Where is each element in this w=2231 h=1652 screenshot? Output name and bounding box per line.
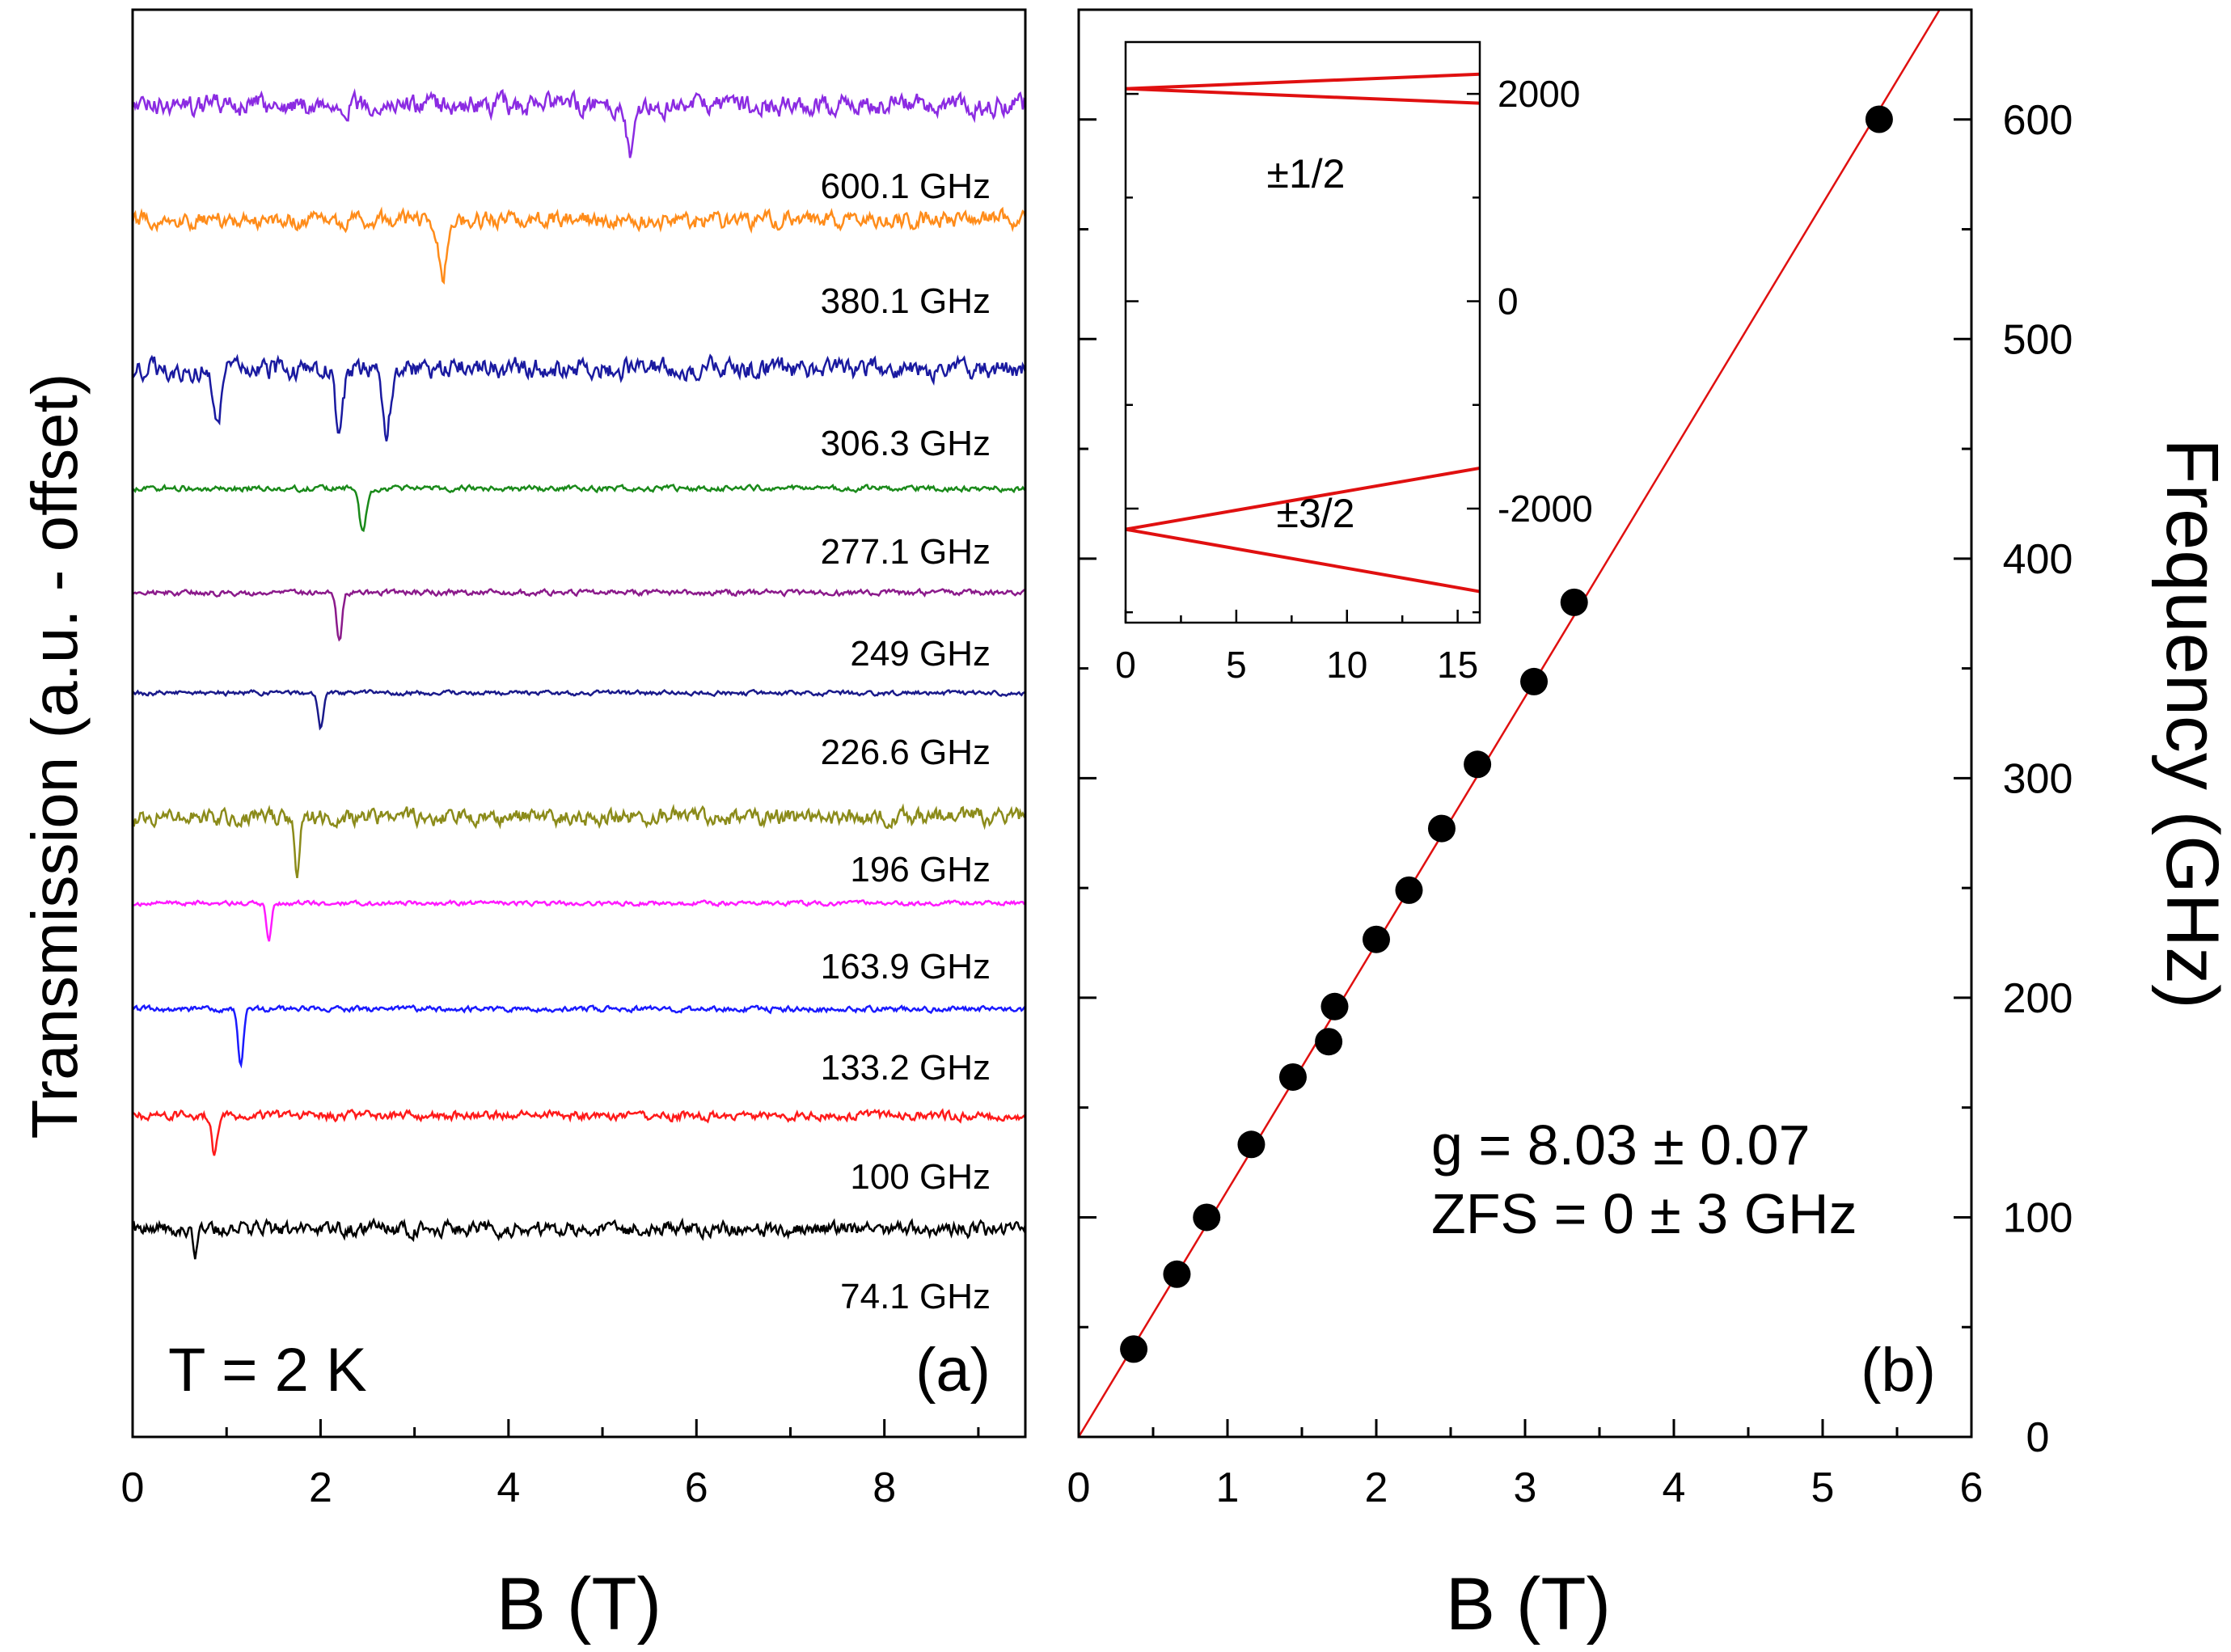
data-point [1315,1028,1343,1056]
y-tick-label: 100 [2003,1194,2073,1241]
panel-a-x-ticks: 0 2 4 6 8 [121,1419,980,1511]
inset-x-ticks: 0 5 10 15 [1115,610,1478,686]
energy-level-line [1125,72,1481,91]
inset-label-three-halves: ±3/2 [1277,491,1355,536]
inset-y-tick-label: 2000 [1498,73,1580,115]
spectrum-trace [131,803,1026,878]
data-point [1560,588,1588,616]
trace-frequency-label: 163.9 GHz [821,947,991,987]
inset-x-tick-label: 0 [1115,644,1136,686]
trace-frequency-label: 133.2 GHz [821,1048,991,1088]
panel-a-trace-labels: 600.1 GHz 380.1 GHz 306.3 GHz 277.1 GHz 249 … [821,167,991,1316]
x-tick-label: 0 [121,1464,145,1511]
data-point [1237,1130,1266,1159]
panel-b-x-axis-label: B (T) [1446,1563,1611,1646]
fit-line-segment [1077,9,1941,1438]
data-point [1193,1203,1221,1232]
x-tick-label: 6 [1960,1464,1984,1511]
trace-frequency-label: 249 GHz [850,634,991,674]
trace-frequency-label: 226.6 GHz [821,733,991,772]
data-point [1865,105,1893,133]
spectrum-trace [131,353,1027,442]
energy-level-line [1125,87,1481,105]
trace-frequency-label: 196 GHz [850,850,991,889]
x-tick-label: 5 [1811,1464,1835,1511]
spectrum-trace [132,484,1026,533]
y-tick-label: 500 [2003,316,2073,363]
data-point [1320,992,1349,1020]
data-point [1363,925,1390,953]
y-tick-label: 200 [2003,975,2073,1022]
g-factor-annotation: g = 8.03 ± 0.07 [1431,1113,1811,1177]
trace-frequency-label: 277.1 GHz [821,532,991,572]
panel-a: 600.1 GHz 380.1 GHz 306.3 GHz 277.1 GHz 249 … [19,8,1027,1646]
inset: 0 5 10 15 2000 0 -2000 ±1/2 ±3/2 [1115,40,1593,686]
x-tick-label: 4 [496,1464,520,1511]
spectrum-trace [132,899,1026,942]
inset-background [1126,42,1480,623]
energy-level-line [1125,466,1481,531]
inset-y-tick-label: 0 [1498,281,1519,323]
panel-a-traces [131,87,1027,1260]
spectrum-trace [131,87,1027,158]
data-point [1427,814,1456,843]
data-point [1278,1063,1307,1091]
x-tick-label: 4 [1663,1464,1686,1511]
panel-a-label: (a) [915,1336,991,1405]
inset-y-tick-label: -2000 [1498,488,1593,530]
spectrum-trace [131,206,1027,285]
x-tick-label: 2 [309,1464,332,1511]
data-point [1120,1335,1148,1363]
data-point [1520,667,1549,695]
y-tick-label: 400 [2003,536,2073,583]
temperature-annotation: T = 2 K [168,1336,367,1405]
panel-b-x-ticks: 0 1 2 3 4 5 6 [1067,1419,1984,1511]
spectrum-trace [132,1003,1026,1069]
x-tick-label: 1 [1216,1464,1240,1511]
spectrum-trace [132,1108,1027,1156]
trace-frequency-label: 74.1 GHz [840,1277,991,1316]
x-tick-label: 2 [1365,1464,1388,1511]
inset-energy-levels [1125,72,1481,594]
spectrum-trace [132,587,1026,642]
panel-a-y-axis-label: Transmission (a.u. - offset) [19,374,91,1139]
fit-line [1077,9,1941,1438]
x-tick-label: 6 [685,1464,708,1511]
y-tick-label: 600 [2003,97,2073,144]
data-point [1163,1260,1191,1288]
x-tick-label: 8 [873,1464,896,1511]
spectrum-trace [132,1217,1027,1260]
x-tick-label: 3 [1514,1464,1537,1511]
spectrum-trace [131,688,1026,731]
inset-x-tick-label: 10 [1326,644,1367,686]
inset-y-ticks: 2000 0 -2000 [1126,73,1593,614]
x-tick-label: 0 [1067,1464,1091,1511]
y-tick-label: 0 [2026,1414,2050,1461]
data-point [1464,750,1492,779]
inset-x-tick-label: 5 [1226,644,1247,686]
inset-frame [1124,40,1481,624]
energy-level-line [1125,527,1481,594]
trace-frequency-label: 600.1 GHz [821,167,991,206]
data-points [1120,105,1893,1363]
inset-label-half: ±1/2 [1267,151,1346,196]
panel-b-y-axis-label: Frequency (GHz) [2151,438,2231,1009]
y-tick-label: 300 [2003,755,2073,802]
trace-frequency-label: 380.1 GHz [821,281,991,321]
data-point [1395,876,1423,904]
panel-b-label: (b) [1861,1336,1936,1405]
inset-x-tick-label: 15 [1437,644,1478,686]
trace-frequency-label: 306.3 GHz [821,424,991,463]
zfs-annotation: ZFS = 0 ± 3 GHz [1431,1182,1857,1245]
panel-a-x-axis-label: B (T) [496,1563,661,1646]
panel-a-frame [131,8,1027,1439]
trace-frequency-label: 100 GHz [850,1157,991,1197]
